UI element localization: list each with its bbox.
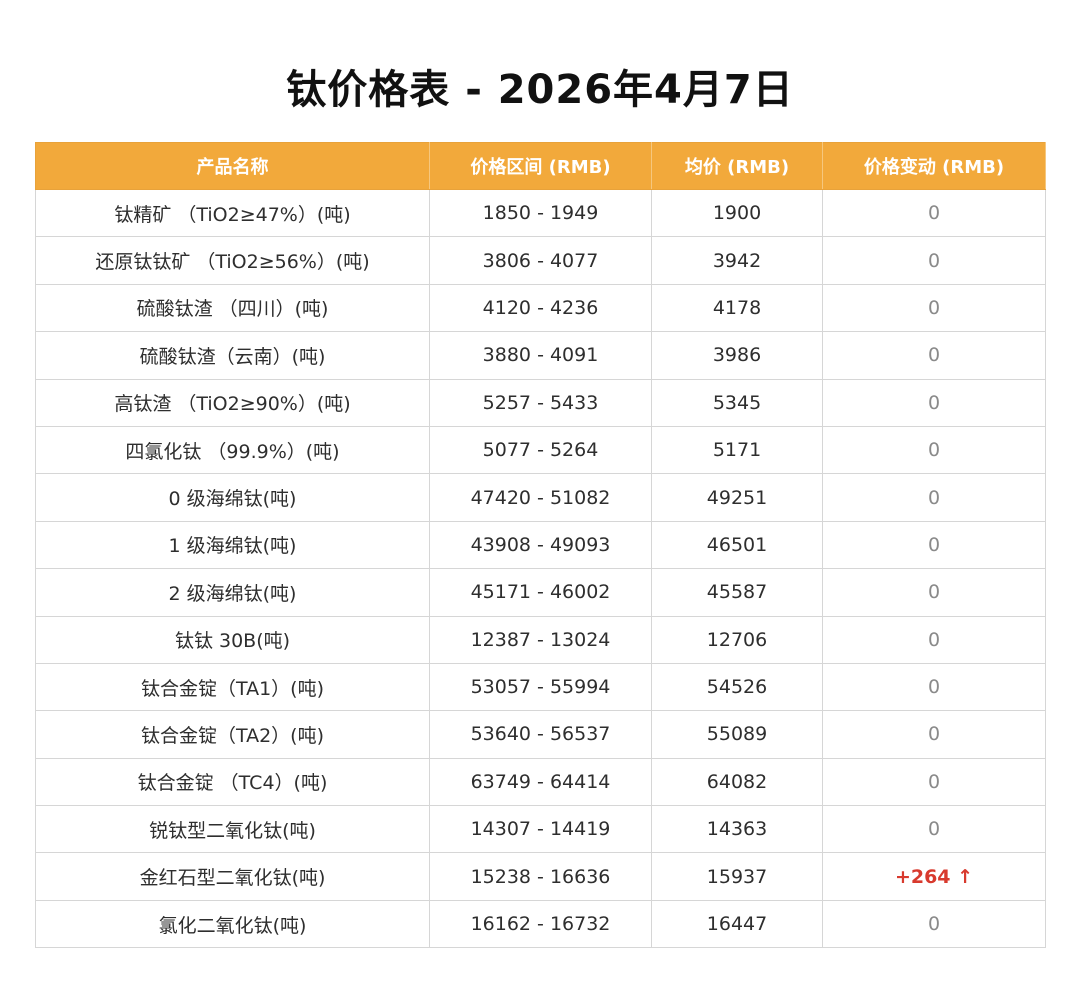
average-price-cell: 3942 — [651, 236, 823, 285]
header-row: 产品名称 价格区间 (RMB) 均价 (RMB) 价格变动 (RMB) — [35, 142, 1046, 190]
product-name-cell: 四氯化钛 （99.9%）(吨) — [35, 425, 430, 475]
price-change-cell: 0 — [822, 805, 1046, 854]
product-name-cell: 1 级海绵钛(吨) — [35, 520, 430, 570]
table-row: 锐钛型二氧化钛(吨) 14307 - 14419 14363 0 — [35, 805, 1046, 854]
table-row: 2 级海绵钛(吨) 45171 - 46002 45587 0 — [35, 568, 1046, 617]
product-name-cell: 2 级海绵钛(吨) — [35, 568, 430, 617]
table-row: 钛精矿 （TiO2≥47%）(吨) 1850 - 1949 1900 0 — [35, 188, 1046, 238]
price-change-cell: 0 — [822, 757, 1046, 807]
product-name-cell: 金红石型二氧化钛(吨) — [35, 852, 430, 901]
average-price-cell: 5171 — [651, 425, 823, 475]
price-change-cell: 0 — [822, 710, 1046, 759]
average-price-cell: 12706 — [651, 615, 823, 664]
page-title: 钛价格表 - 2026年4月7日 — [286, 67, 794, 113]
price-range-cell: 45171 - 46002 — [429, 568, 652, 617]
price-range-cell: 5257 - 5433 — [429, 378, 652, 427]
table-row: 0 级海绵钛(吨) 47420 - 51082 49251 0 — [35, 473, 1046, 522]
average-price-cell: 3986 — [651, 331, 823, 380]
price-range-cell: 12387 - 13024 — [429, 615, 652, 664]
average-price-cell: 16447 — [651, 899, 823, 949]
average-price-cell: 54526 — [651, 662, 823, 712]
price-range-cell: 16162 - 16732 — [429, 899, 652, 949]
table-header: 产品名称 价格区间 (RMB) 均价 (RMB) 价格变动 (RMB) — [35, 142, 1046, 190]
product-name-cell: 硫酸钛渣（云南）(吨) — [35, 331, 430, 380]
average-price-cell: 4178 — [651, 283, 823, 333]
table-body: 钛精矿 （TiO2≥47%）(吨) 1850 - 1949 1900 0 还原钛钛矿 （… — [35, 188, 1046, 949]
price-change-cell: 0 — [822, 899, 1046, 949]
product-name-cell: 钛合金锭（TA2）(吨) — [35, 710, 430, 759]
price-change-cell: 0 — [822, 283, 1046, 333]
price-change-cell: 0 — [822, 331, 1046, 380]
price-range-cell: 53057 - 55994 — [429, 662, 652, 712]
price-change-cell: 0 — [822, 662, 1046, 712]
average-price-cell: 15937 — [651, 852, 823, 901]
table-row: 高钛渣 （TiO2≥90%）(吨) 5257 - 5433 5345 0 — [35, 378, 1046, 427]
price-range-cell: 43908 - 49093 — [429, 520, 652, 570]
price-range-cell: 53640 - 56537 — [429, 710, 652, 759]
column-header-price-range: 价格区间 (RMB) — [429, 142, 652, 190]
price-table: 产品名称 价格区间 (RMB) 均价 (RMB) 价格变动 (RMB) 钛精矿 … — [35, 142, 1046, 949]
price-range-cell: 3880 - 4091 — [429, 331, 652, 380]
price-range-cell: 15238 - 16636 — [429, 852, 652, 901]
price-range-cell: 14307 - 14419 — [429, 805, 652, 854]
price-change-cell: 0 — [822, 425, 1046, 475]
price-change-cell: 0 — [822, 520, 1046, 570]
column-header-average-price: 均价 (RMB) — [651, 142, 823, 190]
table-row: 钛合金锭 （TC4）(吨) 63749 - 64414 64082 0 — [35, 757, 1046, 807]
price-change-cell: 0 — [822, 568, 1046, 617]
average-price-cell: 45587 — [651, 568, 823, 617]
product-name-cell: 钛合金锭 （TC4）(吨) — [35, 757, 430, 807]
product-name-cell: 还原钛钛矿 （TiO2≥56%）(吨) — [35, 236, 430, 285]
table-row: 金红石型二氧化钛(吨) 15238 - 16636 15937 +264 ↑ — [35, 852, 1046, 901]
table-row: 钛钛 30B(吨) 12387 - 13024 12706 0 — [35, 615, 1046, 664]
average-price-cell: 46501 — [651, 520, 823, 570]
price-change-cell: 0 — [822, 378, 1046, 427]
table-row: 钛合金锭（TA1）(吨) 53057 - 55994 54526 0 — [35, 662, 1046, 712]
price-range-cell: 47420 - 51082 — [429, 473, 652, 522]
average-price-cell: 55089 — [651, 710, 823, 759]
average-price-cell: 49251 — [651, 473, 823, 522]
average-price-cell: 5345 — [651, 378, 823, 427]
product-name-cell: 氯化二氧化钛(吨) — [35, 899, 430, 949]
table-row: 1 级海绵钛(吨) 43908 - 49093 46501 0 — [35, 520, 1046, 570]
table-row: 四氯化钛 （99.9%）(吨) 5077 - 5264 5171 0 — [35, 425, 1046, 475]
price-change-cell: 0 — [822, 236, 1046, 285]
price-change-cell: 0 — [822, 615, 1046, 664]
product-name-cell: 钛钛 30B(吨) — [35, 615, 430, 664]
table-row: 硫酸钛渣（云南）(吨) 3880 - 4091 3986 0 — [35, 331, 1046, 380]
column-header-product-name: 产品名称 — [35, 142, 430, 190]
product-name-cell: 高钛渣 （TiO2≥90%）(吨) — [35, 378, 430, 427]
product-name-cell: 锐钛型二氧化钛(吨) — [35, 805, 430, 854]
average-price-cell: 64082 — [651, 757, 823, 807]
table-row: 还原钛钛矿 （TiO2≥56%）(吨) 3806 - 4077 3942 0 — [35, 236, 1046, 285]
table-row: 氯化二氧化钛(吨) 16162 - 16732 16447 0 — [35, 899, 1046, 949]
price-change-cell: +264 ↑ — [822, 852, 1046, 901]
price-change-cell: 0 — [822, 473, 1046, 522]
price-range-cell: 3806 - 4077 — [429, 236, 652, 285]
price-range-cell: 4120 - 4236 — [429, 283, 652, 333]
price-range-cell: 1850 - 1949 — [429, 188, 652, 238]
product-name-cell: 钛精矿 （TiO2≥47%）(吨) — [35, 188, 430, 238]
table-row: 硫酸钛渣 （四川）(吨) 4120 - 4236 4178 0 — [35, 283, 1046, 333]
price-range-cell: 63749 - 64414 — [429, 757, 652, 807]
product-name-cell: 硫酸钛渣 （四川）(吨) — [35, 283, 430, 333]
average-price-cell: 1900 — [651, 188, 823, 238]
price-range-cell: 5077 - 5264 — [429, 425, 652, 475]
product-name-cell: 0 级海绵钛(吨) — [35, 473, 430, 522]
product-name-cell: 钛合金锭（TA1）(吨) — [35, 662, 430, 712]
price-change-cell: 0 — [822, 188, 1046, 238]
column-header-price-change: 价格变动 (RMB) — [822, 142, 1046, 190]
table-row: 钛合金锭（TA2）(吨) 53640 - 56537 55089 0 — [35, 710, 1046, 759]
average-price-cell: 14363 — [651, 805, 823, 854]
